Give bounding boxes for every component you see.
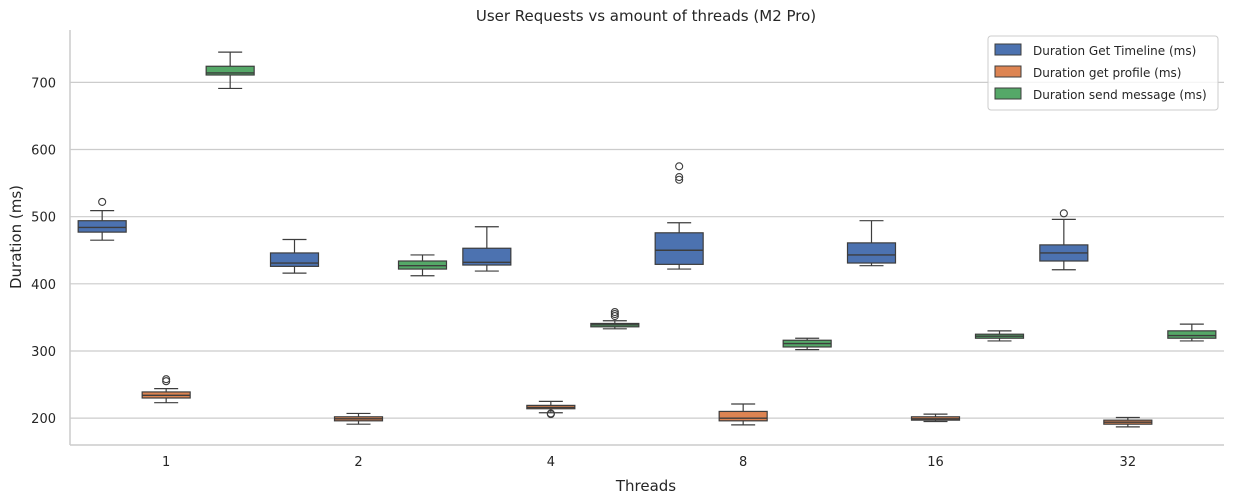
box-group	[910, 413, 961, 423]
x-axis-label: Threads	[615, 477, 676, 495]
box-group	[333, 412, 384, 425]
legend-swatch	[994, 87, 1022, 100]
y-tick-label: 500	[31, 211, 56, 226]
y-tick-label: 200	[31, 412, 56, 427]
outlier-point	[162, 375, 171, 384]
outlier-point	[1059, 209, 1068, 218]
box-group	[141, 375, 191, 404]
x-tick-label: 32	[1120, 455, 1137, 470]
box-iqr	[462, 247, 512, 266]
box-group	[205, 51, 255, 90]
x-tick-label: 1	[162, 455, 170, 470]
box-group	[462, 226, 512, 272]
legend: Duration Get Timeline (ms) Duration get p…	[987, 35, 1219, 111]
box-iqr	[846, 242, 897, 264]
box-group	[782, 337, 832, 351]
legend-label: Duration send message (ms)	[1033, 88, 1207, 102]
box-iqr	[77, 220, 127, 233]
box-group	[526, 400, 576, 419]
x-tick-label: 2	[354, 455, 362, 470]
y-tick-label: 300	[31, 345, 56, 360]
x-tick-label: 8	[739, 455, 747, 470]
outlier-point	[610, 307, 619, 317]
y-axis-label: Duration (ms)	[7, 185, 25, 289]
legend-swatch	[994, 43, 1022, 56]
outlier-point	[675, 173, 684, 182]
box-group	[654, 162, 704, 270]
box-group	[846, 220, 897, 267]
outlier-point	[675, 162, 684, 171]
box-iqr	[1167, 330, 1217, 339]
x-tick-label: 4	[547, 455, 555, 470]
box-group	[77, 197, 127, 241]
y-tick-label: 600	[31, 144, 56, 159]
box-iqr	[654, 232, 704, 265]
box-group	[1039, 209, 1089, 271]
axes	[69, 30, 1224, 446]
legend-label: Duration get profile (ms)	[1033, 66, 1181, 80]
y-tick-label: 400	[31, 278, 56, 293]
box-iqr	[205, 65, 255, 76]
box-group	[269, 238, 320, 274]
tick-labels: 200 300 400 500 600 700 1 2 4 8 16 32	[31, 76, 1136, 470]
outlier-point	[546, 409, 555, 418]
box-group	[974, 330, 1025, 342]
box-group	[397, 254, 448, 277]
outlier-point	[98, 197, 107, 206]
legend-frame	[987, 35, 1219, 111]
x-tick-label: 16	[927, 455, 944, 470]
box-iqr	[718, 410, 768, 422]
box-group	[590, 307, 640, 330]
box-group	[1167, 323, 1217, 342]
boxes-layer	[77, 51, 1217, 428]
y-tick-label: 700	[31, 76, 56, 91]
box-group	[718, 403, 768, 426]
outlier-point	[675, 175, 684, 184]
legend-swatch	[994, 65, 1022, 78]
box-iqr	[269, 252, 320, 267]
box-group	[1103, 416, 1153, 428]
legend-label: Duration Get Timeline (ms)	[1033, 44, 1196, 58]
chart-title: User Requests vs amount of threads (M2 P…	[476, 7, 816, 25]
